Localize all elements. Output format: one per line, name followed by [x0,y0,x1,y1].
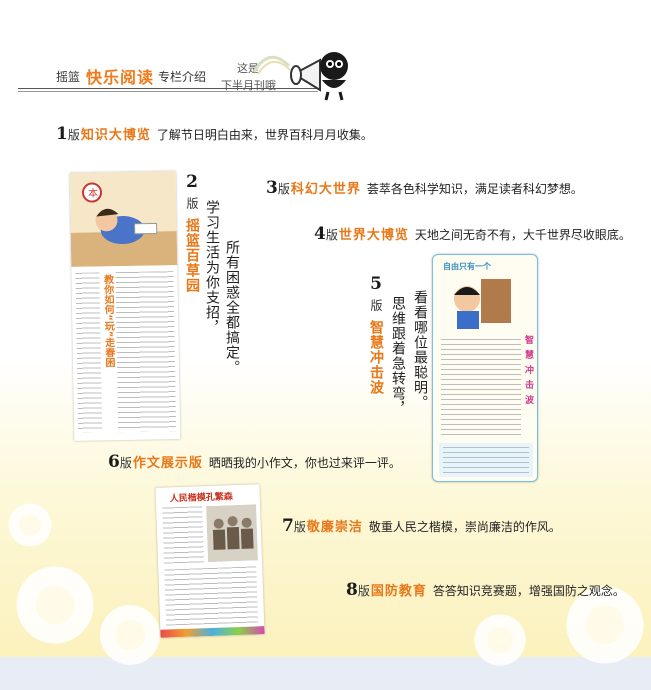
cartoon-character-illustration [454,279,511,329]
feature-desc-line2: 所有困惑全都搞定。 [224,240,240,375]
feature-ban: 版 [293,520,306,534]
feature-name: 国防教育 [370,584,427,599]
article-box [439,443,533,477]
feature-ban: 版 [185,197,199,210]
feature-7: 7 版 敬廉崇洁 敬重人民之楷模，崇尚廉洁的作风。 [282,516,561,536]
header-sub-line1: 这是 [237,62,259,75]
article-text [75,272,103,433]
feature-desc-line1: 看看哪位最聪明。 [412,290,428,410]
article-text [115,271,177,433]
feature-ban: 版 [119,456,132,470]
feature-ban: 版 [67,128,80,142]
feature-desc-line1: 学习生活为你支招， [204,200,220,335]
sleeping-student-illustration: 本 [69,171,178,267]
feature-ban: 版 [369,299,383,312]
footer-band [0,657,651,690]
feature-number: 4 [314,224,326,244]
feature-number: 5 [370,274,382,294]
page-5-thumbnail: 自由只有一个 智慧冲击波 [432,254,538,482]
header-rule [18,88,318,89]
feature-ban: 版 [357,584,370,598]
group-photo-illustration [206,504,259,563]
feature-number: 1 [56,124,68,144]
feature-3: 3 版 科幻大世界 荟萃各色科学知识，满足读者科幻梦想。 [266,178,583,198]
article-heading: 教你如何“玩”走春困 [101,274,115,368]
flower-decoration [95,600,165,670]
feature-number: 2 [186,172,198,192]
header-label: 摇篮 [56,70,81,84]
feature-desc: 敬重人民之楷模，崇尚廉洁的作风。 [368,520,561,534]
article-text [441,339,521,439]
feature-name: 摇篮百草园 [184,218,200,294]
feature-name: 科幻大世界 [290,182,361,197]
megaphone-mascot-icon [252,52,348,101]
feature-number: 3 [266,178,278,198]
feature-name: 智慧冲击波 [368,320,384,396]
flower-decoration [10,560,100,650]
feature-5-label: 5 版 智慧冲击波 [366,274,386,395]
feature-desc: 了解节日明白由来，世界百科月月收集。 [156,128,373,142]
feature-1: 1 版 知识大博览 了解节日明白由来，世界百科月月收集。 [56,124,373,144]
header-rule [18,91,318,92]
svg-text:本: 本 [88,186,98,199]
feature-desc: 天地之间无奇不有，大千世界尽收眼底。 [414,228,631,242]
thumb-side-title: 智慧冲击波 [523,335,533,410]
flower-decoration [470,610,530,670]
thumb-title: 自由只有一个 [443,262,491,271]
header-suffix: 专栏介绍 [158,70,207,84]
page-2-thumbnail: 本 教你如何“玩”走春困 [69,171,181,441]
feature-desc: 答答知识竞赛题，增强国防之观念。 [432,584,625,598]
feature-name: 知识大博览 [80,128,151,143]
feature-8: 8 版 国防教育 答答知识竞赛题，增强国防之观念。 [346,580,625,600]
feature-number: 8 [346,580,358,600]
thumb-color-strip [160,626,265,638]
feature-desc-line2: 思维跟着急转弯， [390,296,406,416]
feature-name: 敬廉崇洁 [306,520,363,535]
feature-2-label: 2 版 摇篮百草园 [182,172,202,293]
feature-desc: 荟萃各色科学知识，满足读者科幻梦想。 [366,182,583,196]
flower-decoration [560,580,650,670]
feature-number: 7 [282,516,294,536]
feature-4: 4 版 世界大博览 天地之间无奇不有，大千世界尽收眼底。 [314,224,631,244]
header-sub-line2: 下半月刊哦 [221,79,276,92]
feature-ban: 版 [325,228,338,242]
feature-number: 6 [108,452,120,472]
feature-name: 世界大博览 [338,228,409,243]
article-text [164,566,259,626]
feature-desc: 晒晒我的小作文，你也过来评一评。 [208,456,401,470]
article-text [162,506,205,564]
feature-ban: 版 [277,182,290,196]
feature-6: 6 版 作文展示版 晒晒我的小作文，你也过来评一评。 [108,452,401,472]
thumb-title: 人民楷模孔繁森 [169,492,233,505]
page-7-thumbnail: 人民楷模孔繁森 [155,484,265,638]
article-text [443,447,529,473]
header-title: 快乐阅读 [86,68,155,87]
flower-decoration [5,500,55,550]
feature-name: 作文展示版 [132,456,203,471]
